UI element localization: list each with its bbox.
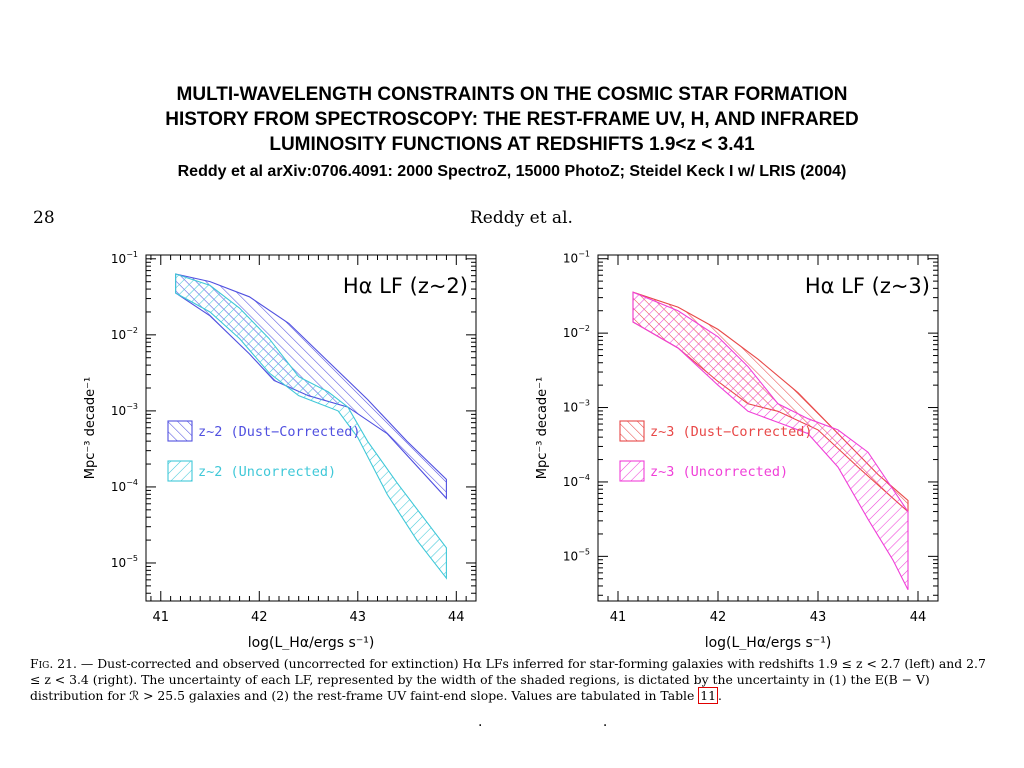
y-tick-label: 10−5 [563,547,590,563]
y-tick-label: 10−2 [563,324,590,340]
y-tick-label: 10−4 [111,478,138,494]
x-tick-label: 43 [810,610,827,625]
x-tick-label: 43 [350,610,367,625]
x-axis-label: log(L_Hα/ergs s⁻¹) [248,635,375,650]
y-axis-label: Mpc⁻³ decade⁻¹ [83,377,98,480]
y-tick-label: 10−3 [111,402,138,418]
legend-label: z~3 (Dust−Corrected) [650,424,813,440]
legend-swatch [619,460,645,482]
x-tick-label: 42 [251,610,268,625]
page-number: 28 [33,208,55,228]
table-reference-link[interactable]: 11 [698,687,719,704]
x-tick-label: 44 [448,610,465,625]
legend-swatch [619,420,645,442]
band-uncorrected [632,291,909,591]
slide-title: MULTI-WAVELENGTH CONSTRAINTS ON THE COSM… [0,82,1024,157]
legend-swatch [167,420,193,442]
x-axis-label: log(L_Hα/ergs s⁻¹) [705,635,832,650]
y-tick-label: 10−1 [563,250,590,266]
caption-text: — Dust-corrected and observed (uncorrect… [30,656,986,703]
slide-subtitle: Reddy et al arXiv:0706.4091: 2000 Spectr… [177,163,847,180]
figure-caption: Fig. 21. — Dust-corrected and observed (… [30,656,990,704]
slide-title-line-3: LUMINOSITY FUNCTIONS AT REDSHIFTS 1.9<z … [269,134,755,155]
legend-label: z~2 (Dust−Corrected) [198,424,361,440]
footer-dots: . . [478,714,666,730]
legend-label: z~2 (Uncorrected) [198,464,336,480]
y-tick-label: 10−2 [111,326,138,342]
y-tick-label: 10−5 [111,554,138,570]
chart-title: Hα LF (z~3) [805,274,930,298]
x-tick-label: 44 [910,610,927,625]
x-tick-label: 41 [610,610,627,625]
y-tick-label: 10−3 [563,399,590,415]
running-head: Reddy et al. [470,208,573,228]
band-uncorrected [175,273,447,580]
y-tick-label: 10−1 [111,250,138,266]
y-tick-label: 10−4 [563,473,590,489]
chart-z3: 10−1 10−2 10−3 10−4 10−5 41 42 43 44 Hα LF (z~3) z… [535,250,939,650]
slide-title-line-1: MULTI-WAVELENGTH CONSTRAINTS ON THE COSM… [176,84,848,105]
caption-end: . [718,688,722,703]
y-axis-label: Mpc⁻³ decade⁻¹ [535,377,550,480]
x-tick-label: 41 [153,610,170,625]
legend-label: z~3 (Uncorrected) [650,464,788,480]
caption-fig-label: Fig. 21. [30,656,77,671]
x-tick-label: 42 [710,610,727,625]
legend-swatch [167,460,193,482]
chart-z2: 10−1 10−2 10−3 10−4 10−5 41 42 43 44 Hα LF (z~2) z… [83,250,477,650]
chart-title: Hα LF (z~2) [343,274,468,298]
slide-title-line-2: HISTORY FROM SPECTROSCOPY: THE REST-FRAM… [165,109,859,130]
